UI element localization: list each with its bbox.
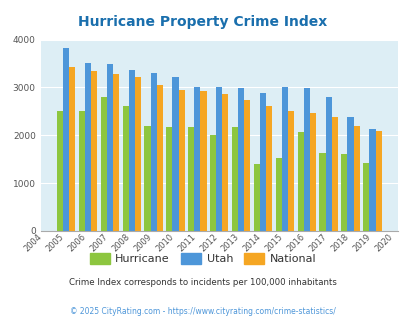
Bar — [331, 117, 337, 231]
Bar — [107, 63, 113, 231]
Bar — [265, 106, 271, 231]
Bar — [281, 87, 287, 231]
Bar — [172, 77, 178, 231]
Bar — [178, 90, 184, 231]
Bar — [128, 70, 134, 231]
Bar — [375, 130, 381, 231]
Bar — [113, 74, 119, 231]
Bar — [259, 93, 265, 231]
Bar — [144, 126, 150, 231]
Bar — [353, 126, 359, 231]
Bar — [275, 158, 281, 231]
Bar — [69, 67, 75, 231]
Bar — [309, 113, 315, 231]
Bar — [63, 48, 69, 231]
Bar — [287, 112, 293, 231]
Bar — [369, 129, 375, 231]
Bar — [319, 153, 325, 231]
Bar — [57, 112, 63, 231]
Bar — [243, 100, 250, 231]
Bar — [122, 106, 128, 231]
Bar — [253, 164, 259, 231]
Bar — [303, 88, 309, 231]
Text: © 2025 CityRating.com - https://www.cityrating.com/crime-statistics/: © 2025 CityRating.com - https://www.city… — [70, 307, 335, 316]
Bar — [231, 127, 237, 231]
Bar — [156, 85, 162, 231]
Bar — [194, 87, 200, 231]
Bar — [100, 97, 107, 231]
Bar — [297, 132, 303, 231]
Bar — [150, 73, 156, 231]
Bar — [347, 117, 353, 231]
Bar — [166, 127, 172, 231]
Legend: Hurricane, Utah, National: Hurricane, Utah, National — [85, 248, 320, 268]
Text: Crime Index corresponds to incidents per 100,000 inhabitants: Crime Index corresponds to incidents per… — [69, 278, 336, 287]
Bar — [85, 63, 91, 231]
Text: Hurricane Property Crime Index: Hurricane Property Crime Index — [78, 15, 327, 29]
Bar — [91, 71, 97, 231]
Bar — [215, 87, 222, 231]
Bar — [222, 94, 228, 231]
Bar — [362, 163, 369, 231]
Bar — [325, 97, 331, 231]
Bar — [134, 77, 141, 231]
Bar — [209, 135, 215, 231]
Bar — [188, 127, 194, 231]
Bar — [79, 112, 85, 231]
Bar — [200, 91, 206, 231]
Bar — [341, 154, 347, 231]
Bar — [237, 88, 243, 231]
